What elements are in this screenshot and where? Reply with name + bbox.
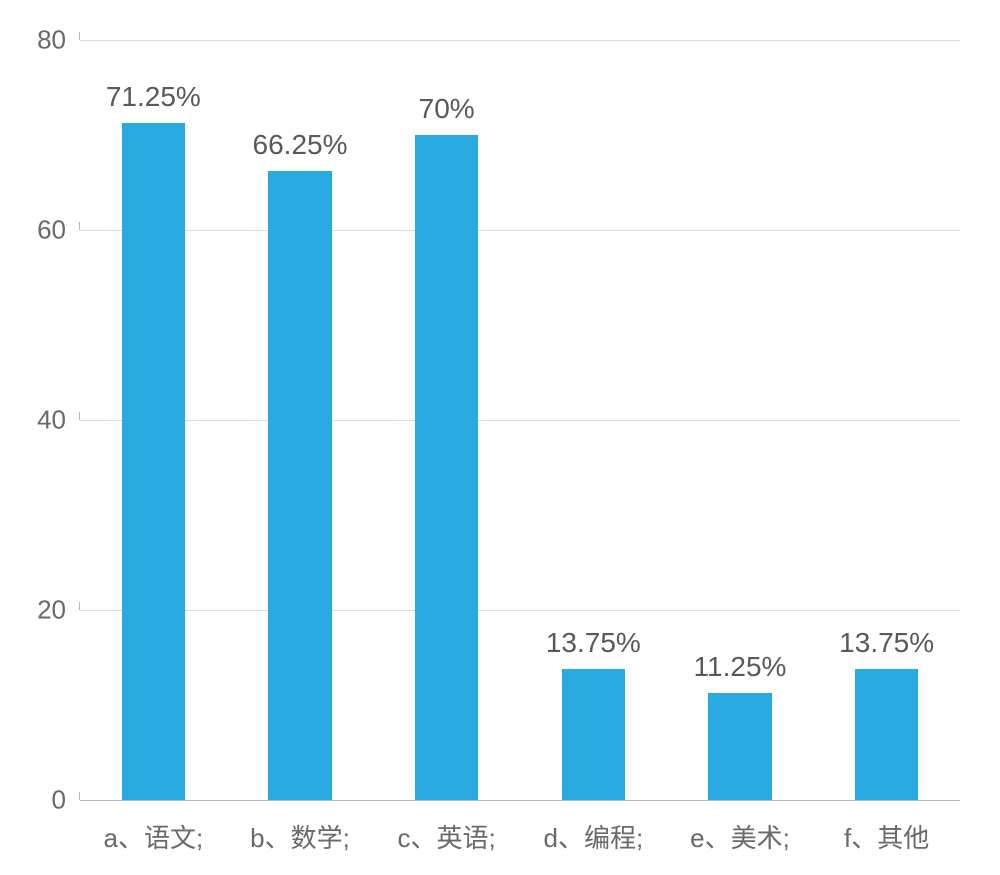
bar-value-label: 11.25%	[694, 651, 787, 683]
bar	[268, 171, 331, 800]
y-tick-label: 80	[37, 25, 80, 56]
y-tick-label: 0	[52, 785, 80, 816]
gridline	[80, 40, 960, 41]
x-category-label: b、数学;	[250, 800, 350, 855]
y-tick-label: 20	[37, 595, 80, 626]
y-tick-label: 60	[37, 215, 80, 246]
bar-value-label: 71.25%	[106, 81, 201, 113]
bar	[122, 123, 185, 800]
y-tick-mark	[79, 792, 80, 800]
x-category-label: c、英语;	[398, 800, 496, 855]
x-category-label: d、编程;	[543, 800, 643, 855]
y-tick-mark	[79, 222, 80, 230]
gridline	[80, 230, 960, 231]
y-tick-mark	[79, 412, 80, 420]
bar	[415, 135, 478, 800]
bar-value-label: 66.25%	[253, 129, 348, 161]
y-tick-mark	[79, 602, 80, 610]
x-category-label: f、其他	[844, 800, 929, 855]
bar-chart: 0 20 40 60 80 71.25% a、语文; 66.25% b、数学; 70% c、英语; 1…	[0, 0, 1000, 875]
bar	[855, 669, 918, 800]
gridline	[80, 800, 960, 801]
gridline	[80, 610, 960, 611]
bar	[562, 669, 625, 800]
x-category-label: e、美术;	[690, 800, 790, 855]
x-category-label: a、语文;	[103, 800, 203, 855]
gridline	[80, 420, 960, 421]
y-tick-label: 40	[37, 405, 80, 436]
bar-value-label: 13.75%	[546, 627, 641, 659]
bar	[708, 693, 771, 800]
bar-value-label: 13.75%	[839, 627, 934, 659]
plot-area: 02040608071.25%a、语文;66.25%b、数学;70%c、英语;1…	[80, 40, 960, 800]
y-tick-mark	[79, 32, 80, 40]
bar-value-label: 70%	[419, 93, 475, 125]
